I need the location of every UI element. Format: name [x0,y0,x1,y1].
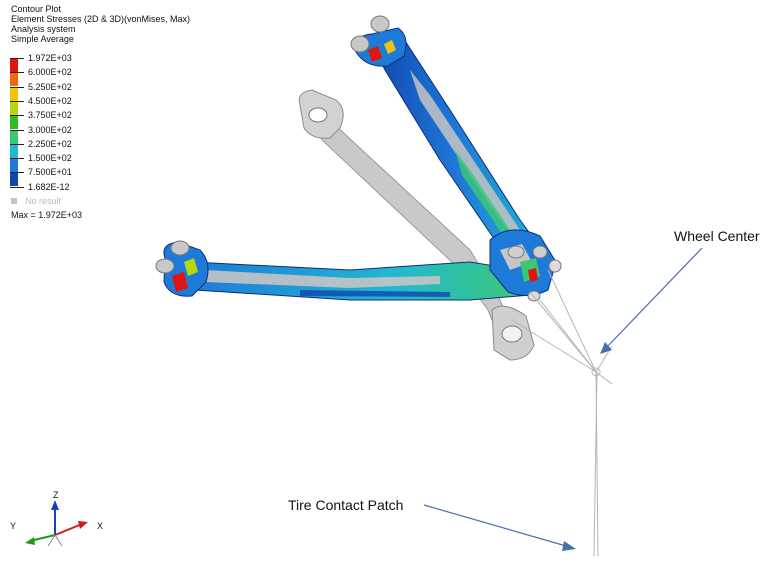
no-result-label: No result [11,196,61,206]
legend-swatch [10,129,18,144]
triad-x-label: X [97,521,104,531]
legend-value: 1.682E-12 [28,181,70,192]
legend-value: 2.250E+02 [28,138,72,149]
coordinate-triad [25,500,88,547]
triad-y-label: Y [10,521,17,531]
tire-contact-patch-label: Tire Contact Patch [288,497,404,513]
legend-entry: 6.000E+02 [10,67,130,87]
legend-swatch [10,100,18,115]
max-value-label: Max = 1.972E+03 [11,210,83,220]
legend-value: 7.500E+01 [28,167,72,178]
upper-contour-arm[interactable] [350,15,549,276]
system-label: Analysis system [11,24,76,34]
legend-tick [10,158,24,160]
legend-value: 3.750E+02 [28,110,72,121]
legend-entry: 5.250E+02 [10,82,130,101]
legend-tick [10,172,24,174]
legend-swatch [10,58,18,72]
legend-min-tick [10,186,24,188]
legend-entry: 7.500E+01 [10,167,130,187]
legend-swatch [10,115,18,130]
legend-value: 1.972E+03 [28,53,72,63]
legend-tick [10,100,24,102]
legend-value: 4.500E+02 [28,95,72,106]
legend-tick [10,129,24,131]
legend-entry: 3.750E+02 [10,110,130,130]
contour-plot-title: Contour Plot [11,4,62,14]
wheel-center-label: Wheel Center [674,228,760,244]
legend-value: 6.000E+02 [28,67,72,78]
legend-tick [10,86,24,88]
legend-swatch [10,143,18,158]
legend-swatch [10,86,18,101]
wheel-center-arrow [600,247,703,354]
legend-value: 3.000E+02 [28,124,72,135]
result-type-label: Element Stresses (2D & 3D)(vonMises, Max… [11,14,191,24]
tire-contact-arrow [423,504,576,551]
legend-tick [10,58,24,59]
legend-tick [10,72,24,74]
legend-swatch [10,72,18,87]
legend-entry: 3.000E+02 [10,125,130,144]
no-result-swatch [11,198,17,204]
legend-entry: 1.500E+02 [10,153,130,173]
legend-swatch [10,172,18,187]
legend-entry: 1.972E+03 [10,53,130,72]
gray-control-arm[interactable] [298,89,535,361]
averaging-label: Simple Average [11,34,74,44]
legend-entry: 4.500E+02 [10,96,130,115]
legend-entry: 2.250E+02 [10,139,130,158]
legend-entry: 1.682E-12 [10,182,130,201]
lower-contour-arm[interactable] [155,240,531,301]
legend-value: 5.250E+02 [28,81,72,92]
beam-elements [511,269,613,557]
triad-z-label: Z [53,490,59,500]
legend-tick [10,115,24,117]
legend-value: 1.500E+02 [28,153,72,164]
knuckle-assembly[interactable] [489,229,562,302]
legend-swatch [10,158,18,173]
legend-tick [10,143,24,145]
